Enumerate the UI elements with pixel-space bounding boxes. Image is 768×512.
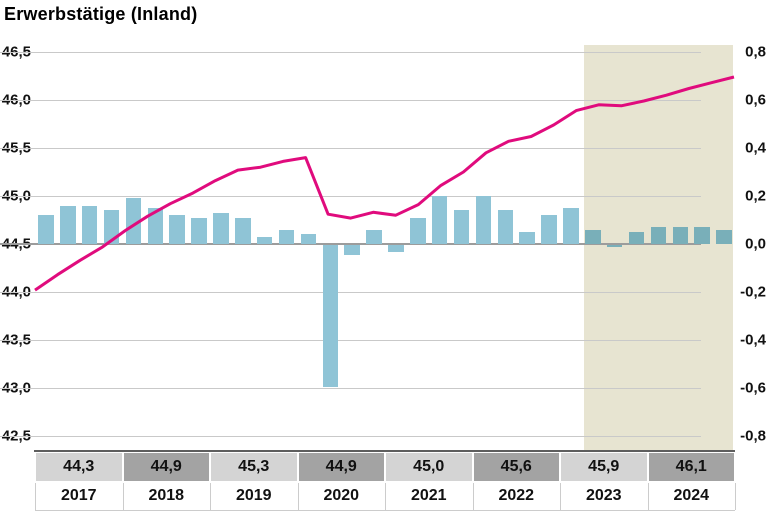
year-cell: 2018 (123, 483, 209, 509)
year-cell-separator (35, 483, 36, 510)
year-cell: 2022 (473, 483, 559, 509)
bar-2023-q2 (585, 229, 601, 244)
bar-2018-q2 (147, 208, 164, 244)
annual-value-cell: 45,0 (386, 452, 472, 481)
year-cell-separator (297, 483, 299, 510)
right-axis-tick-label: 0,4 (745, 139, 766, 157)
right-axis-tick-label: -0,8 (740, 427, 766, 445)
bar-2019-q1 (213, 212, 229, 244)
year-cell-separator (472, 483, 474, 510)
bar-2024-q1 (650, 227, 667, 244)
bar-2020-q2 (322, 245, 339, 387)
annual-value-cell: 44,9 (298, 452, 384, 481)
annual-value-cell: 44,9 (123, 452, 209, 481)
right-axis-tick-label: 0,0 (745, 235, 766, 253)
year-cell-separator (385, 483, 386, 510)
year-cell-separator (735, 483, 736, 510)
year-cell-separator (560, 483, 561, 510)
right-axis-tick-label: -0,4 (740, 331, 766, 349)
right-axis-tick-label: -0,2 (740, 283, 766, 301)
forecast-region (583, 45, 733, 450)
bar-2024-q4 (716, 229, 732, 244)
table-bottom-border (35, 510, 735, 511)
bar-2018-q1 (125, 198, 142, 244)
chart-title: Erwerbstätige (Inland) (4, 4, 198, 24)
bar-2022-q4 (541, 215, 557, 244)
bar-2017-q1 (38, 215, 54, 244)
annual-value-cell: 44,3 (36, 452, 122, 481)
bar-2020-q1 (300, 234, 317, 244)
right-axis-tick-label: 0,6 (745, 91, 766, 109)
year-cell: 2017 (36, 483, 122, 509)
grid-line (0, 196, 701, 197)
annual-value-cell: 45,9 (561, 452, 647, 481)
right-axis-tick-label: -0,6 (740, 379, 766, 397)
bar-2020-q3 (344, 245, 360, 255)
bar-2018-q3 (169, 215, 185, 244)
grid-line (0, 388, 701, 389)
grid-line (0, 292, 701, 293)
bar-2024-q2 (672, 227, 689, 244)
year-cell-separator (647, 483, 649, 510)
bar-2022-q3 (519, 232, 535, 244)
right-axis-tick-label: 0,2 (745, 187, 766, 205)
annual-value-cell: 45,6 (473, 452, 559, 481)
bar-2017-q2 (60, 205, 76, 244)
year-cell: 2021 (386, 483, 472, 509)
grid-line (0, 52, 701, 53)
right-axis-tick-label: 0,8 (745, 43, 766, 61)
bar-2021-q2 (410, 217, 426, 244)
bar-2022-q2 (497, 210, 514, 244)
bar-2017-q4 (103, 210, 120, 244)
bar-2019-q4 (278, 229, 295, 244)
bar-2021-q4 (453, 210, 470, 244)
bar-2021-q3 (431, 196, 448, 244)
bar-2022-q1 (475, 196, 492, 244)
bar-2023-q4 (628, 232, 645, 244)
bar-2023-q3 (606, 245, 623, 248)
annual-value-cell: 45,3 (211, 452, 297, 481)
year-cell: 2020 (298, 483, 384, 509)
year-cell: 2023 (561, 483, 647, 509)
bar-2019-q3 (256, 236, 273, 244)
table-top-border (34, 450, 735, 452)
year-cell: 2019 (211, 483, 297, 509)
bar-2021-q1 (388, 245, 404, 253)
grid-line (0, 340, 701, 341)
bar-2020-q4 (366, 229, 382, 244)
year-cell-separator (122, 483, 124, 510)
year-cell-separator (210, 483, 211, 510)
bar-2018-q4 (191, 217, 207, 244)
bar-2019-q2 (235, 217, 251, 244)
grid-line (0, 100, 701, 101)
annual-value-cell: 46,1 (648, 452, 734, 481)
grid-line (0, 148, 701, 149)
bar-2024-q3 (694, 227, 710, 244)
bar-2023-q1 (563, 208, 579, 244)
grid-line (0, 436, 701, 437)
bar-2017-q3 (81, 205, 98, 244)
year-cell: 2024 (648, 483, 734, 509)
